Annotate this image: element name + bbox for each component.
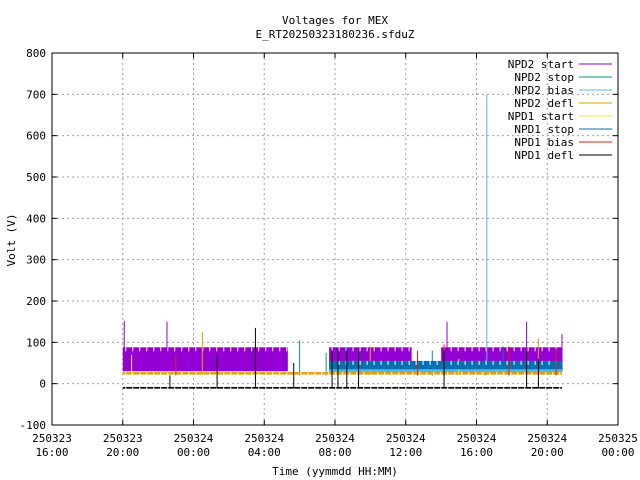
legend-label: NPD1 bias (514, 136, 574, 149)
y-tick-label: 200 (26, 295, 46, 308)
y-axis-ticks: -100 0 100 200 300 400 500 600 700 800 (20, 47, 618, 432)
x-axis-ticks: 25032316:0025032320:0025032400:002503240… (32, 53, 638, 459)
chart-subtitle: E_RT20250323180236.sfduZ (256, 28, 415, 41)
x-tick-time: 00:00 (601, 446, 634, 459)
chart-title: Voltages for MEX (282, 14, 388, 27)
y-tick-label: 700 (26, 88, 46, 101)
x-tick-date: 250323 (32, 432, 72, 445)
x-tick-time: 00:00 (177, 446, 210, 459)
legend-label: NPD1 stop (514, 123, 574, 136)
y-tick-label: 300 (26, 254, 46, 267)
y-tick-label: 0 (39, 378, 46, 391)
x-tick-date: 250324 (386, 432, 426, 445)
x-tick-date: 250324 (315, 432, 355, 445)
x-tick-time: 16:00 (460, 446, 493, 459)
y-tick-label: 800 (26, 47, 46, 60)
y-tick-label: 100 (26, 336, 46, 349)
series-npd1-defl (122, 327, 562, 391)
y-tick-label: 400 (26, 212, 46, 225)
legend-label: NPD1 defl (514, 149, 574, 162)
x-tick-date: 250324 (174, 432, 214, 445)
x-tick-time: 04:00 (248, 446, 281, 459)
x-tick-time: 16:00 (35, 446, 68, 459)
series-band (329, 360, 562, 370)
x-tick-time: 12:00 (389, 446, 422, 459)
x-tick-time: 08:00 (318, 446, 351, 459)
y-tick-label: 600 (26, 130, 46, 143)
x-tick-time: 20:00 (106, 446, 139, 459)
x-axis-label: Time (yymmdd HH:MM) (272, 465, 398, 478)
x-tick-date: 250324 (457, 432, 497, 445)
legend-label: NPD1 start (508, 110, 574, 123)
x-tick-date: 250323 (103, 432, 143, 445)
y-axis-label: Volt (V) (5, 214, 18, 267)
series-band (122, 347, 288, 372)
y-tick-label: -100 (20, 419, 47, 432)
series-layer (122, 94, 563, 391)
legend-label: NPD2 start (508, 58, 574, 71)
x-tick-date: 250324 (527, 432, 567, 445)
y-tick-label: 500 (26, 171, 46, 184)
legend-label: NPD2 stop (514, 71, 574, 84)
x-tick-date: 250324 (244, 432, 284, 445)
legend-label: NPD2 bias (514, 84, 574, 97)
x-tick-time: 20:00 (531, 446, 564, 459)
x-tick-date: 250325 (598, 432, 638, 445)
legend-label: NPD2 defl (514, 97, 574, 110)
